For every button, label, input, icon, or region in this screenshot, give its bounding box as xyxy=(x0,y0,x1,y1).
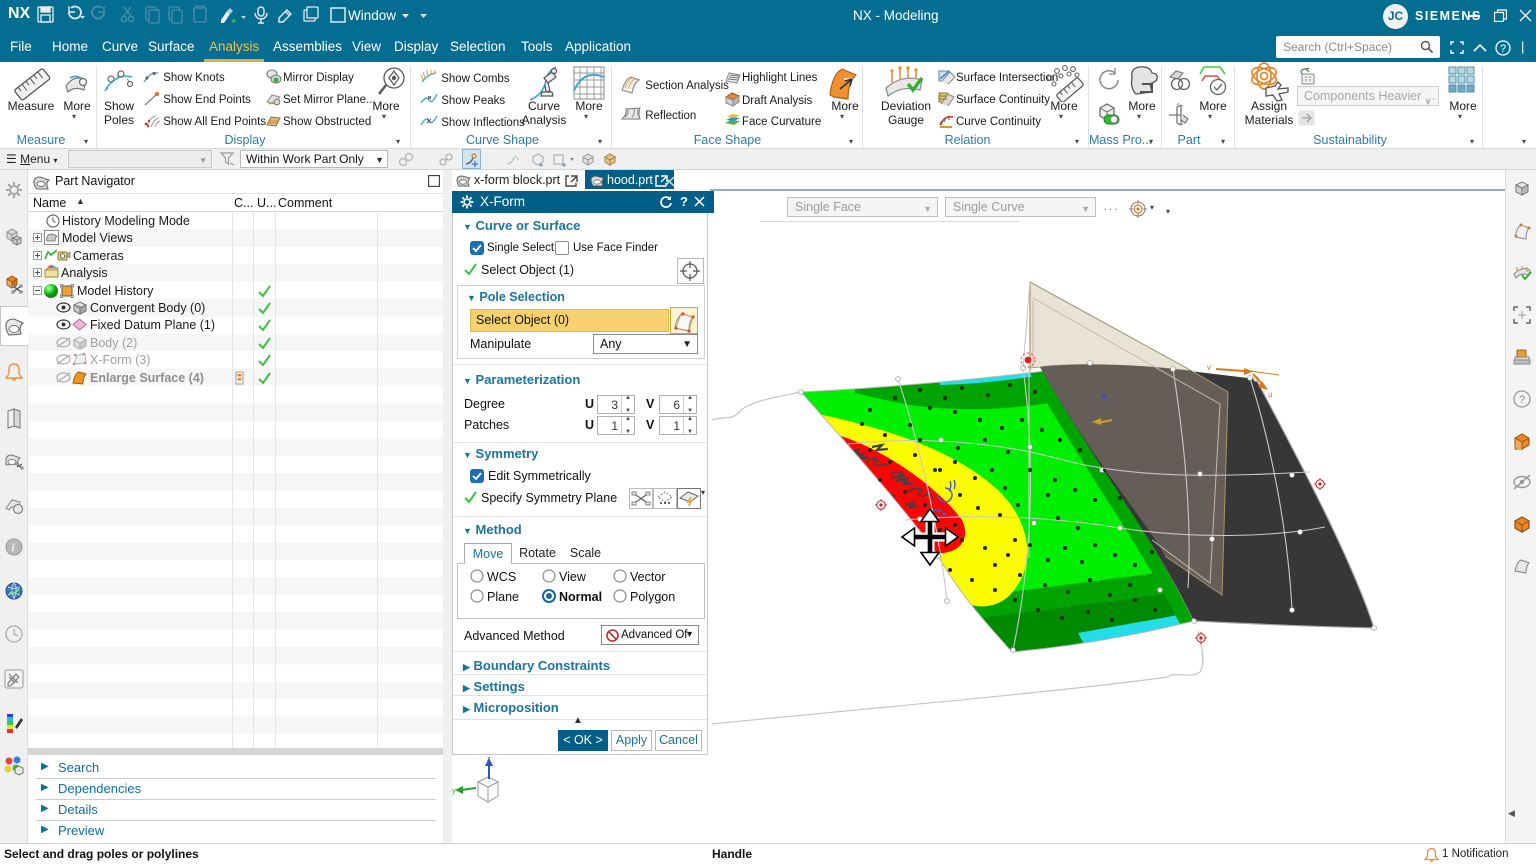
svg-text:u: u xyxy=(1268,390,1272,399)
svg-text:Window: Window xyxy=(348,8,396,23)
svg-text:y: y xyxy=(452,788,456,795)
svg-text:z: z xyxy=(487,756,491,763)
svg-text:?: ? xyxy=(1519,394,1525,406)
svg-text:i: i xyxy=(12,542,16,554)
svg-text:?: ? xyxy=(1500,43,1506,55)
svg-text:v: v xyxy=(1207,363,1211,372)
